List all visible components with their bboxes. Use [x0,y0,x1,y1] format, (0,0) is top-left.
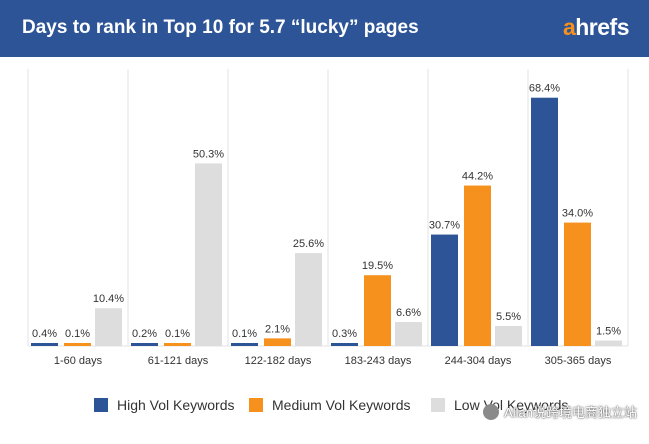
legend-swatch [431,398,445,412]
legend-label: High Vol Keywords [117,397,235,413]
data-label: 19.5% [362,260,393,272]
bar-medium-1 [164,343,191,346]
data-label: 10.4% [93,293,124,305]
category-label: 122-182 days [245,355,312,367]
bar-high-4 [431,234,458,346]
bar-high-2 [231,343,258,346]
data-label: 0.4% [32,328,57,340]
data-label: 1.5% [596,326,621,338]
bar-low-4 [495,326,522,346]
header-bar: Days to rank in Top 10 for 5.7 “lucky” p… [0,0,649,57]
data-label: 0.1% [165,328,190,340]
bar-high-5 [531,97,558,346]
ahrefs-logo: ahrefs [562,14,630,41]
bar-medium-5 [564,222,591,346]
bar-low-2 [295,253,322,346]
logo-rest: hrefs [575,14,629,40]
bar-low-5 [595,340,622,346]
data-label: 0.1% [65,328,90,340]
bar-medium-4 [464,185,491,346]
data-label: 0.2% [132,328,157,340]
bar-low-0 [95,308,122,346]
legend-swatch [249,398,263,412]
data-label: 34.0% [562,208,593,220]
logo-accent: a [562,14,576,40]
category-label: 183-243 days [345,355,412,367]
data-label: 2.1% [265,323,290,335]
data-label: 30.7% [429,220,460,232]
legend-item: Low Vol Keywords [431,396,568,414]
chart-title: Days to rank in Top 10 for 5.7 “lucky” p… [22,17,419,38]
bar-medium-0 [64,343,91,346]
data-label: 50.3% [193,148,224,160]
wechat-icon [483,403,500,420]
bar-low-1 [195,163,222,346]
legend-swatch [94,398,108,412]
data-label: 6.6% [396,307,421,319]
data-label: 25.6% [293,238,324,250]
category-label: 1-60 days [54,355,103,367]
bar-high-0 [31,343,58,346]
legend-label: Low Vol Keywords [454,397,569,413]
legend-item: High Vol Keywords [94,396,235,414]
bar-high-3 [331,343,358,346]
bar-chart: 0.4% 0.1% 10.4% 1-60 days 0.2% 0.1% 50.3% 61-12… [27,69,629,367]
data-label: 5.5% [496,311,521,323]
bar-high-1 [131,343,158,346]
legend-label: Medium Vol Keywords [272,397,411,413]
category-label: 305-365 days [545,355,612,367]
bar-medium-3 [364,275,391,346]
category-label: 244-304 days [445,355,512,367]
data-label: 68.4% [529,83,560,95]
watermark-text: Allan说跨境电商独立站 [504,405,637,420]
category-label: 61-121 days [148,355,209,367]
bar-low-3 [395,322,422,346]
data-label: 0.1% [232,328,257,340]
bar-medium-2 [264,338,291,346]
watermark: Allan说跨境电商独立站 [483,402,637,421]
data-label: 44.2% [462,171,493,183]
legend-item: Medium Vol Keywords [249,396,411,414]
chart-legend: High Vol Keywords Medium Vol Keywords Low … [0,390,649,420]
data-label: 0.3% [332,328,357,340]
